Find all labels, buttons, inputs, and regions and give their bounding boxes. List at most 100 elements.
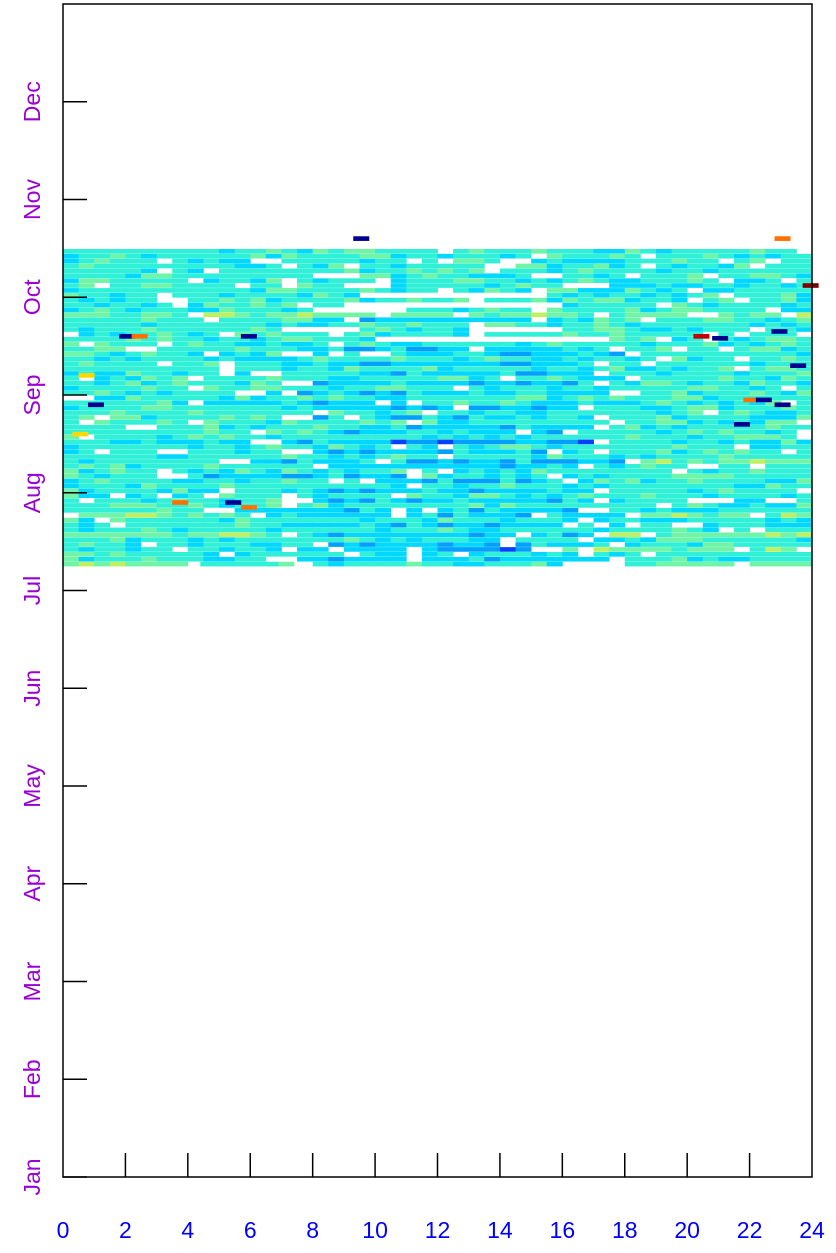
heatmap-cell	[562, 517, 579, 523]
heatmap-cell	[172, 405, 189, 411]
heatmap-cell	[780, 483, 797, 489]
heatmap-cell	[421, 400, 438, 406]
heatmap-cell	[187, 297, 204, 303]
heatmap-cell	[749, 498, 766, 503]
heatmap-cell	[796, 444, 813, 450]
heatmap-cell	[421, 552, 438, 557]
heatmap-cell	[531, 439, 548, 445]
heatmap-cell	[765, 542, 782, 547]
heatmap-cell	[780, 444, 797, 450]
heatmap-cell	[375, 434, 392, 440]
heatmap-cell	[437, 561, 454, 567]
heatmap-cell	[702, 542, 719, 547]
heatmap-cell	[250, 527, 267, 533]
heatmap-cell	[702, 454, 719, 459]
heatmap-cell	[531, 444, 548, 450]
heatmap-cell	[655, 400, 672, 406]
heatmap-cell	[546, 263, 563, 269]
heatmap-cell	[141, 327, 158, 332]
heatmap-cell	[671, 532, 688, 538]
heatmap-cell	[312, 552, 329, 557]
heatmap-cell	[624, 283, 641, 288]
heatmap-cell	[640, 307, 657, 313]
heatmap-cell	[624, 312, 641, 318]
heatmap-cell	[671, 292, 688, 298]
heatmap-cell	[219, 478, 236, 484]
heatmap-cell	[390, 522, 407, 528]
heatmap-cell	[297, 508, 314, 513]
heatmap-cell	[624, 317, 641, 323]
heatmap-cell	[624, 366, 641, 371]
heatmap-cell	[141, 351, 158, 357]
heatmap-hotspot	[743, 397, 760, 403]
heatmap-cell	[437, 371, 454, 376]
heatmap-cell	[63, 478, 79, 484]
heatmap-cell	[281, 273, 298, 279]
heatmap-cell	[531, 468, 548, 474]
heatmap-cell	[390, 278, 407, 283]
heatmap-cell	[406, 356, 423, 362]
heatmap-cell	[390, 415, 407, 420]
heatmap-cell	[437, 312, 454, 318]
heatmap-cell	[671, 376, 688, 381]
heatmap-cell	[702, 556, 719, 562]
heatmap-cell	[343, 483, 360, 489]
heatmap-cell	[297, 395, 314, 401]
heatmap-cell	[219, 400, 236, 406]
heatmap-cell	[562, 508, 579, 513]
heatmap-cell	[172, 307, 189, 313]
heatmap-cell	[297, 292, 314, 298]
heatmap-cell	[78, 288, 95, 293]
heatmap-cell	[343, 341, 360, 347]
heatmap-cell	[453, 366, 470, 371]
heatmap-cell	[531, 483, 548, 489]
heatmap-cell	[796, 307, 813, 313]
heatmap-cell	[546, 258, 563, 264]
heatmap-cell	[733, 439, 750, 445]
heatmap-cell	[546, 322, 563, 327]
heatmap-cell	[749, 400, 766, 406]
heatmap-cell	[203, 253, 220, 259]
heatmap-cell	[484, 283, 501, 288]
heatmap-cell	[406, 346, 423, 352]
heatmap-cell	[640, 376, 657, 381]
heatmap-cell	[109, 532, 126, 538]
heatmap-cell	[718, 376, 735, 381]
heatmap-cell	[109, 429, 126, 435]
heatmap-cell	[203, 537, 220, 542]
heatmap-cell	[172, 292, 189, 298]
heatmap-cell	[687, 561, 704, 567]
heatmap-cell	[234, 336, 251, 342]
heatmap-cell	[78, 361, 95, 367]
heatmap-cell	[609, 297, 626, 303]
heatmap-cell	[671, 371, 688, 376]
heatmap-cell	[640, 459, 657, 464]
heatmap-cell	[780, 268, 797, 274]
x-tick-label: 24	[799, 1217, 825, 1243]
heatmap-cell	[796, 273, 813, 279]
heatmap-cell	[390, 483, 407, 489]
heatmap-cell	[187, 449, 204, 455]
heatmap-cell	[78, 332, 95, 337]
heatmap-cell	[437, 517, 454, 523]
heatmap-cell	[484, 542, 501, 547]
heatmap-cell	[437, 512, 454, 518]
y-tick-label: Aug	[19, 472, 45, 513]
heatmap-cell	[141, 317, 158, 323]
heatmap-cell	[359, 498, 376, 503]
heatmap-cell	[453, 488, 470, 494]
heatmap-cell	[687, 268, 704, 274]
heatmap-cell	[640, 385, 657, 391]
heatmap-cell	[640, 405, 657, 411]
heatmap-cell	[219, 302, 236, 308]
heatmap-cell	[250, 459, 267, 464]
heatmap-cell	[375, 512, 392, 518]
heatmap-cell	[203, 292, 220, 298]
heatmap-cell	[187, 395, 204, 401]
heatmap-cell	[141, 429, 158, 435]
heatmap-cell	[250, 473, 267, 479]
heatmap-cell	[531, 351, 548, 357]
heatmap-cell	[328, 390, 345, 396]
heatmap-cell	[78, 522, 95, 528]
heatmap-cell	[609, 351, 626, 357]
